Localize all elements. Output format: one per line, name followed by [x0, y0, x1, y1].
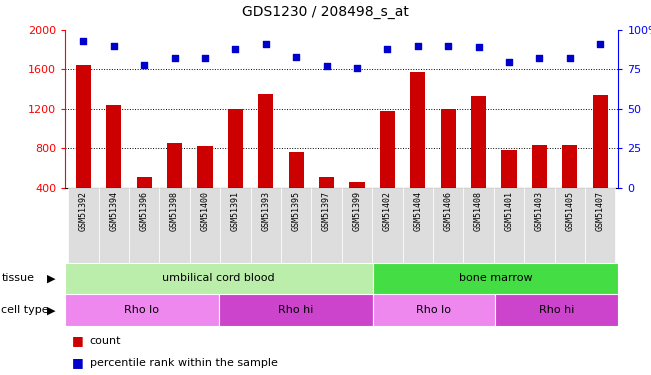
Bar	[220, 188, 251, 262]
Text: cell type: cell type	[1, 305, 49, 315]
Bar	[258, 94, 273, 227]
Text: ■: ■	[72, 334, 83, 347]
Text: ▶: ▶	[46, 305, 55, 315]
Text: GSM51403: GSM51403	[535, 191, 544, 231]
Bar	[98, 188, 129, 262]
Text: tissue: tissue	[1, 273, 35, 284]
Text: bone marrow: bone marrow	[459, 273, 533, 284]
Text: GSM51394: GSM51394	[109, 191, 118, 231]
Text: umbilical cord blood: umbilical cord blood	[163, 273, 275, 284]
Point	[564, 56, 575, 62]
Bar	[372, 294, 495, 326]
Bar	[159, 188, 189, 262]
Text: GSM51397: GSM51397	[322, 191, 331, 231]
Bar	[592, 95, 608, 227]
Point	[291, 54, 301, 60]
Bar	[441, 109, 456, 227]
Bar	[495, 294, 618, 326]
Text: GSM51398: GSM51398	[170, 191, 179, 231]
Text: GSM51405: GSM51405	[565, 191, 574, 231]
Text: Rho lo: Rho lo	[124, 305, 159, 315]
Text: GSM51404: GSM51404	[413, 191, 422, 231]
Point	[413, 43, 423, 49]
Text: GSM51399: GSM51399	[352, 191, 361, 231]
Text: GDS1230 / 208498_s_at: GDS1230 / 208498_s_at	[242, 5, 409, 19]
Point	[169, 56, 180, 62]
Point	[595, 41, 605, 47]
Bar	[410, 72, 425, 227]
Bar	[288, 152, 304, 227]
Bar	[129, 188, 159, 262]
Text: GSM51393: GSM51393	[261, 191, 270, 231]
Text: GSM51392: GSM51392	[79, 191, 88, 231]
Text: Rho hi: Rho hi	[539, 305, 575, 315]
Text: percentile rank within the sample: percentile rank within the sample	[90, 358, 278, 368]
Text: GSM51396: GSM51396	[140, 191, 148, 231]
Bar	[219, 294, 372, 326]
Bar	[471, 96, 486, 227]
Point	[322, 63, 332, 69]
Bar	[137, 177, 152, 227]
Bar	[585, 188, 615, 262]
Text: GSM51395: GSM51395	[292, 191, 301, 231]
Bar	[524, 188, 555, 262]
Point	[230, 46, 241, 52]
Point	[382, 46, 393, 52]
Point	[443, 43, 453, 49]
Text: ■: ■	[72, 356, 83, 369]
Text: GSM51406: GSM51406	[444, 191, 452, 231]
Point	[200, 56, 210, 62]
Text: Rho lo: Rho lo	[417, 305, 452, 315]
Point	[352, 65, 362, 71]
Bar	[189, 188, 220, 262]
Point	[473, 44, 484, 50]
Bar	[281, 188, 311, 262]
Bar	[65, 262, 372, 294]
Point	[109, 43, 119, 49]
Bar	[555, 188, 585, 262]
Point	[78, 38, 89, 44]
Bar	[433, 188, 464, 262]
Text: ▶: ▶	[46, 273, 55, 284]
Bar	[562, 145, 577, 227]
Text: Rho hi: Rho hi	[278, 305, 313, 315]
Bar	[197, 146, 213, 227]
Bar	[372, 188, 402, 262]
Bar	[342, 188, 372, 262]
Bar	[65, 294, 219, 326]
Text: GSM51408: GSM51408	[474, 191, 483, 231]
Text: count: count	[90, 336, 121, 346]
Bar	[402, 188, 433, 262]
Bar	[167, 143, 182, 227]
Bar	[532, 145, 547, 227]
Point	[260, 41, 271, 47]
Text: GSM51401: GSM51401	[505, 191, 514, 231]
Bar	[228, 109, 243, 227]
Bar	[76, 65, 91, 227]
Bar	[68, 188, 98, 262]
Bar	[319, 177, 334, 227]
Bar	[350, 182, 365, 227]
Bar	[106, 105, 121, 227]
Bar	[251, 188, 281, 262]
Bar	[494, 188, 524, 262]
Text: GSM51402: GSM51402	[383, 191, 392, 231]
Bar	[464, 188, 494, 262]
Point	[534, 56, 545, 62]
Bar	[311, 188, 342, 262]
Text: GSM51400: GSM51400	[201, 191, 210, 231]
Point	[139, 62, 149, 68]
Bar	[501, 150, 517, 227]
Bar	[380, 111, 395, 227]
Point	[504, 58, 514, 64]
Text: GSM51391: GSM51391	[231, 191, 240, 231]
Text: GSM51407: GSM51407	[596, 191, 605, 231]
Bar	[372, 262, 618, 294]
